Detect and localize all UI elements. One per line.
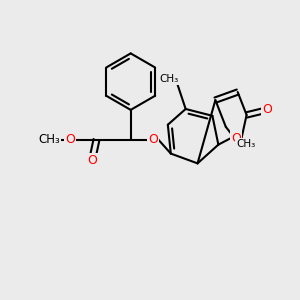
- Text: CH₃: CH₃: [236, 139, 255, 149]
- Text: CH₃: CH₃: [38, 133, 60, 146]
- Text: O: O: [231, 132, 241, 145]
- Text: CH₃: CH₃: [160, 74, 179, 84]
- Text: O: O: [148, 133, 158, 146]
- Text: O: O: [65, 133, 75, 146]
- Text: O: O: [262, 103, 272, 116]
- Text: O: O: [87, 154, 97, 167]
